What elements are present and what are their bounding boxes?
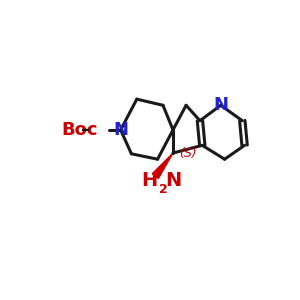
Text: N: N: [165, 171, 182, 190]
Polygon shape: [152, 153, 173, 178]
Text: N: N: [113, 121, 128, 139]
Text: H: H: [141, 171, 158, 190]
Text: N: N: [213, 96, 228, 114]
Text: Boc: Boc: [61, 121, 98, 139]
Text: (S): (S): [179, 146, 197, 160]
Text: 2: 2: [159, 183, 168, 196]
Text: –: –: [81, 121, 91, 139]
